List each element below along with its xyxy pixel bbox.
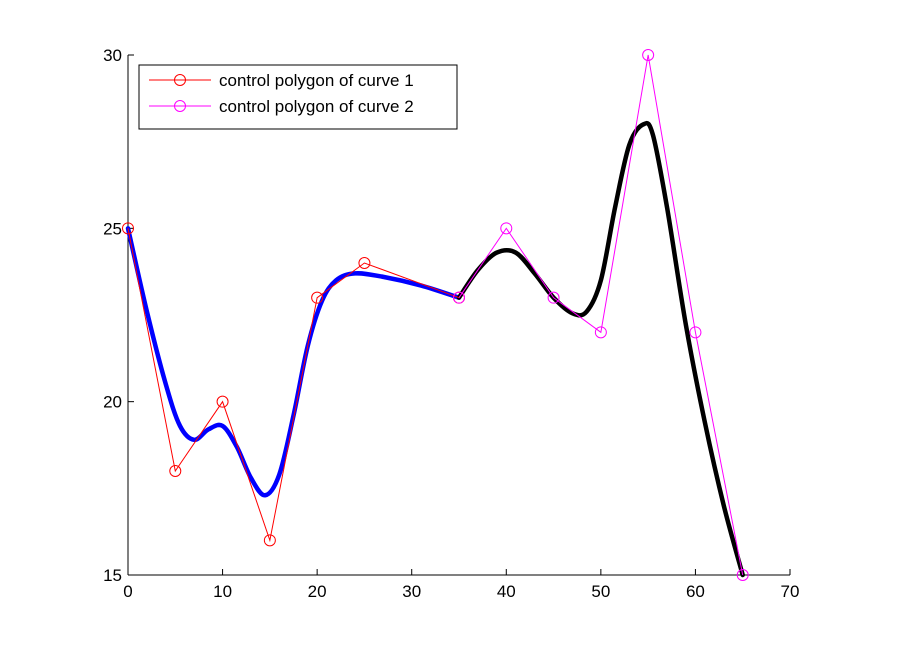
y-tick-label: 30 [103,46,122,65]
control-point-marker [169,465,182,477]
axes [127,55,790,576]
x-tick-label: 0 [123,582,132,601]
control-point-marker [216,395,229,408]
control-point-marker [358,257,371,269]
control-point-marker [689,326,702,339]
legend-swatch-marker [174,74,186,86]
legend-label: control polygon of curve 1 [219,71,414,90]
y-ticks: 15 20 25 30 [103,46,134,585]
x-ticks: 0 10 20 30 40 50 60 70 [123,569,799,601]
control-point-marker [736,569,749,581]
x-tick-label: 60 [686,582,705,601]
x-tick-label: 50 [591,582,610,601]
legend-label: control polygon of curve 2 [219,97,414,116]
x-tick-label: 30 [402,582,421,601]
y-tick-label: 20 [103,393,122,412]
legend-swatch-marker [174,100,186,112]
control-point-marker [547,291,560,304]
control-point-marker [500,222,513,235]
curve-3-line [456,120,745,578]
control-point-marker [122,222,134,235]
control-point-marker [263,534,276,547]
x-tick-label: 70 [781,582,800,601]
control-point-marker [453,291,465,304]
control-polygon-1-line [458,54,744,576]
legend-box [138,64,458,130]
y-tick-label: 15 [103,566,122,585]
control-point-marker [642,49,655,61]
legend: control polygon of curve 1 control polygo… [138,64,458,130]
control-polygon-0-line [127,228,460,543]
control-point-marker [594,326,607,339]
curve-2-line [125,226,462,498]
x-tick-label: 10 [213,582,232,601]
x-tick-label: 20 [308,582,327,601]
series-layer [122,49,749,581]
control-point-marker [311,291,324,304]
y-tick-label: 25 [103,219,122,238]
x-tick-label: 40 [497,582,516,601]
